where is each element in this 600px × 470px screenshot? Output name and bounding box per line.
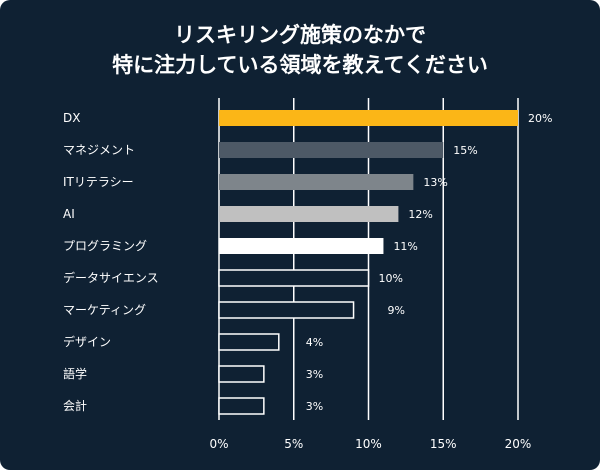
category-label-9: 会計 — [63, 398, 87, 413]
bar-8 — [218, 365, 265, 383]
bars — [218, 110, 518, 415]
chart-title-line-2: 特に注力している領域を教えてください — [112, 53, 488, 77]
bar-6 — [218, 301, 355, 319]
bar-1 — [219, 142, 444, 158]
value-label-2: 13% — [423, 176, 447, 189]
category-label-6: マーケティング — [63, 303, 146, 317]
category-label-7: デザイン — [63, 334, 111, 349]
x-tick-label-0: 0% — [209, 437, 228, 451]
x-tick-label-2: 10% — [355, 437, 382, 451]
value-label-5: 10% — [379, 272, 403, 285]
chart-title: リスキリング施策のなかで 特に注力している領域を教えてください — [0, 20, 600, 80]
bar-5 — [218, 269, 370, 287]
x-tick-label-1: 5% — [284, 437, 303, 451]
category-label-5: データサイエンス — [63, 270, 159, 285]
category-label-0: DX — [63, 111, 80, 125]
value-label-8: 3% — [306, 368, 323, 381]
category-label-2: ITリテラシー — [63, 175, 134, 189]
value-label-7: 4% — [306, 336, 323, 349]
chart-title-line-1: リスキリング施策のなかで — [174, 23, 426, 47]
category-label-3: AI — [63, 207, 75, 221]
value-label-1: 15% — [453, 144, 477, 157]
x-tick-label-3: 15% — [430, 437, 457, 451]
value-label-4: 11% — [393, 240, 417, 253]
value-label-3: 12% — [408, 208, 432, 221]
category-label-4: プログラミング — [63, 239, 147, 253]
bar-0 — [219, 110, 518, 126]
value-label-0: 20% — [528, 112, 552, 125]
x-tick-label-4: 20% — [505, 437, 532, 451]
bar-9 — [218, 397, 265, 415]
value-label-6: 9% — [388, 304, 405, 317]
bar-3 — [219, 206, 399, 222]
category-label-8: 語学 — [63, 366, 87, 381]
bar-2 — [219, 174, 414, 190]
labels: 0% 5% 10% 15% 20% DX 20% マネジメント 15% ITリテラシー 13% AI 1… — [63, 111, 552, 451]
bar-7 — [218, 333, 280, 351]
bar-4 — [219, 238, 384, 254]
value-label-9: 3% — [306, 400, 323, 413]
category-label-1: マネジメント — [63, 143, 135, 157]
